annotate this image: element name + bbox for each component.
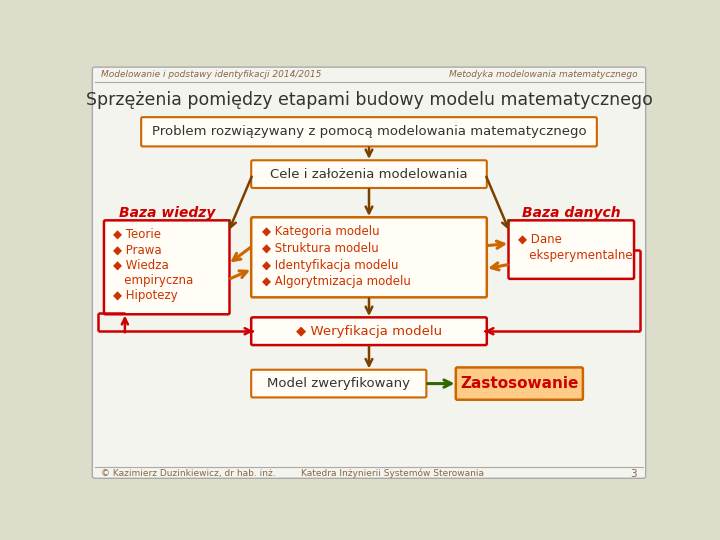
- Text: ◆ Weryfikacja modelu: ◆ Weryfikacja modelu: [296, 325, 442, 338]
- Text: Sprzężenia pomiędzy etapami budowy modelu matematycznego: Sprzężenia pomiędzy etapami budowy model…: [86, 91, 652, 109]
- Text: ◆ Kategoria modelu: ◆ Kategoria modelu: [262, 225, 379, 238]
- FancyBboxPatch shape: [456, 367, 583, 400]
- Text: © Kazimierz Duzinkiewicz, dr hab. inż.: © Kazimierz Duzinkiewicz, dr hab. inż.: [101, 469, 276, 478]
- Text: Model zweryfikowany: Model zweryfikowany: [267, 377, 410, 390]
- FancyBboxPatch shape: [141, 117, 597, 146]
- Text: Problem rozwiązywany z pomocą modelowania matematycznego: Problem rozwiązywany z pomocą modelowani…: [152, 125, 586, 138]
- Text: ◆ Teorie: ◆ Teorie: [113, 228, 161, 241]
- FancyBboxPatch shape: [92, 67, 646, 478]
- Text: 3: 3: [631, 469, 637, 478]
- Text: Modelowanie i podstawy identyfikacji 2014/2015: Modelowanie i podstawy identyfikacji 201…: [101, 70, 321, 79]
- FancyBboxPatch shape: [251, 318, 487, 345]
- Text: Cele i założenia modelowania: Cele i założenia modelowania: [270, 167, 468, 181]
- Text: ◆ Struktura modelu: ◆ Struktura modelu: [262, 241, 379, 254]
- Text: eksperymentalne: eksperymentalne: [518, 249, 632, 262]
- Text: ◆ Wiedza: ◆ Wiedza: [113, 259, 169, 272]
- Text: ◆ Identyfikacja modelu: ◆ Identyfikacja modelu: [262, 259, 399, 272]
- FancyBboxPatch shape: [251, 160, 487, 188]
- Text: Baza danych: Baza danych: [522, 206, 621, 220]
- Text: empiryczna: empiryczna: [113, 274, 194, 287]
- Text: Katedra Inżynierii Systemów Sterowania: Katedra Inżynierii Systemów Sterowania: [301, 469, 484, 478]
- FancyBboxPatch shape: [104, 220, 230, 314]
- Text: Zastosowanie: Zastosowanie: [460, 376, 579, 391]
- Text: ◆ Hipotezy: ◆ Hipotezy: [113, 289, 178, 302]
- Text: ◆ Algorytmizacja modelu: ◆ Algorytmizacja modelu: [262, 275, 411, 288]
- Text: ◆ Dane: ◆ Dane: [518, 232, 562, 245]
- Text: Baza wiedzy: Baza wiedzy: [119, 206, 215, 220]
- Text: Metodyka modelowania matematycznego: Metodyka modelowania matematycznego: [449, 70, 637, 79]
- FancyBboxPatch shape: [251, 370, 426, 397]
- FancyBboxPatch shape: [508, 220, 634, 279]
- Text: ◆ Prawa: ◆ Prawa: [113, 243, 162, 256]
- FancyBboxPatch shape: [251, 217, 487, 298]
